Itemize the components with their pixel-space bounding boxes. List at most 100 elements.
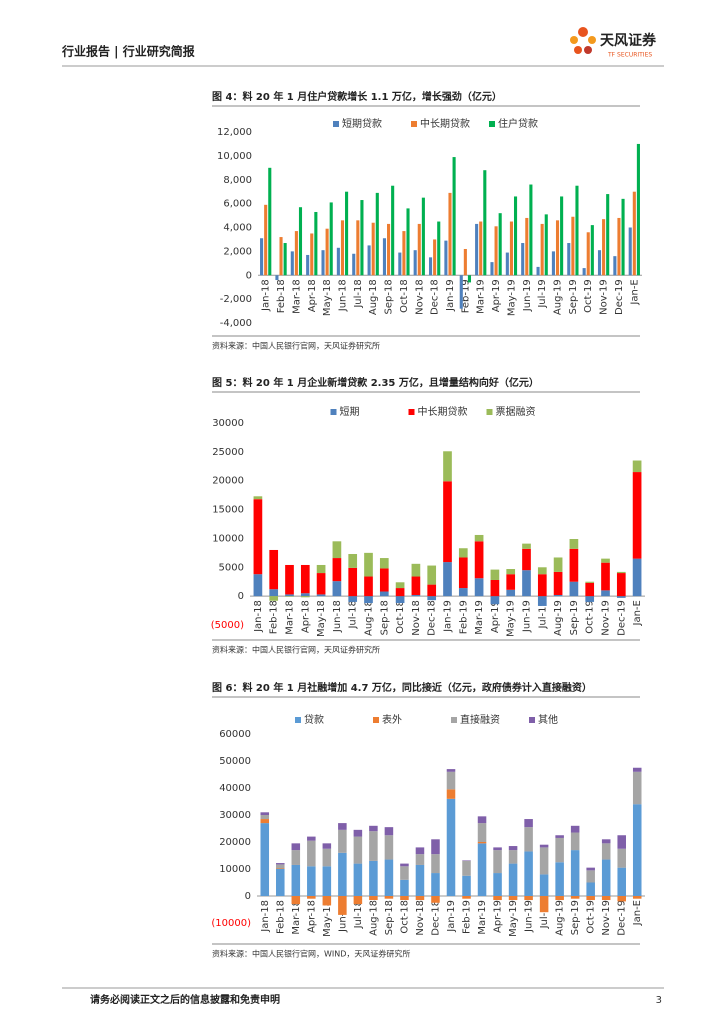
legend-label: 其他 [538,713,558,726]
x-tick-label: Jul-18 [353,279,364,308]
bar [606,194,610,276]
y-tick-label: 4,000 [223,223,252,234]
bar-segment [427,596,437,601]
x-tick-label: Jul-19 [537,600,548,629]
bar-segment [260,812,270,815]
x-tick-label: Aug-19 [553,279,564,315]
bar-segment [601,839,611,844]
bar-segment [253,574,263,597]
bar-segment [400,863,409,867]
legend-swatch [373,717,379,723]
x-tick-label: Nov-19 [601,900,612,936]
bar-segment [364,552,373,577]
logo-english: TF SECURITIES [607,52,652,59]
bar [617,217,621,276]
x-tick-label: Mar-18 [291,279,302,314]
bar-segment [477,816,487,824]
bar-segment [285,564,294,595]
bar-segment [446,798,456,896]
bar-segment [291,896,301,905]
bar-segment [539,874,549,896]
bar-segment [586,882,595,896]
bar-segment [300,596,310,598]
bar-segment [415,847,425,855]
bar-segment [353,863,363,896]
bar-segment [395,588,405,597]
legend-swatch [333,121,339,127]
x-tick-label: Jan-E [632,600,643,626]
bar-segment [537,567,547,575]
y-tick-label: 40000 [219,783,251,794]
bar [555,220,560,276]
bar [636,143,640,276]
bar-segment [253,499,263,575]
bar-segment [411,576,421,595]
bar-segment [617,835,626,849]
x-tick-label: Apr-18 [306,900,317,933]
bar [479,221,483,276]
x-tick-label: Dec-19 [617,900,628,936]
bar-segment [322,896,332,906]
x-tick-label: Feb-18 [269,600,280,634]
bar [382,238,387,276]
bar-segment [338,823,347,830]
y-tick-label: -4,000 [220,318,252,329]
bar-segment [617,867,626,896]
bar-segment [443,481,452,563]
x-tick-label: Jun-18 [332,600,343,633]
bar-segment [322,848,332,867]
bar [483,170,487,276]
legend-label: 短期 [340,405,360,418]
legend-swatch [330,409,337,415]
y-tick-label: 20000 [219,837,251,848]
legend-label: 中长期贷款 [418,405,468,418]
x-tick-label: Jun-18 [337,900,348,933]
bar [529,184,533,276]
bar-segment [616,571,626,574]
bar-segment [477,843,487,896]
figure-title: 图 4：料 20 年 1 月住户贷款增长 1.1 万亿，增长强劲（亿元） [212,90,502,103]
x-tick-label: Sep-19 [570,900,581,935]
x-tick-label: Dec-18 [430,279,441,315]
bar-segment [400,896,409,901]
y-tick-label: 60000 [219,729,251,740]
bar [433,239,437,276]
bar-segment [415,854,425,865]
bar-segment [493,896,502,901]
bar [544,214,548,276]
bar-segment [508,846,518,851]
bar-segment [490,596,500,605]
figure-source: 资料来源：中国人民银行官网，天风证券研究所 [212,645,380,655]
bar-segment [291,850,301,865]
bar-segment [508,896,518,901]
bar [345,191,349,276]
bar-segment [508,863,518,896]
bar-segment [431,873,440,896]
bar-segment [400,879,409,896]
y-tick-label: 8,000 [223,175,252,186]
bar [498,213,502,276]
bar-segment [586,896,595,901]
logo-name: 天风证券 [600,32,657,49]
bar-segment [427,584,437,597]
x-tick-label: May-18 [322,900,333,937]
legend-swatch [408,409,415,415]
bar [398,252,402,276]
x-tick-label: Sep-19 [568,279,579,314]
bar-segment [322,866,332,896]
bar [283,243,287,276]
bar-segment [384,859,394,896]
bar-segment [585,581,595,583]
y-tick-label: 6,000 [223,199,252,210]
y-tick-label: 10,000 [217,151,252,162]
x-tick-label: Aug-18 [368,900,379,936]
bar [417,223,421,276]
x-tick-label: May-18 [316,600,327,637]
bar-segment [570,896,580,899]
x-tick-label: Jul-19 [539,900,550,929]
bar-segment [555,896,564,901]
bar [613,256,617,276]
bar-segment [316,564,326,574]
figure-source: 资料来源：中国人民银行官网，WIND，天风证券研究所 [212,949,410,959]
